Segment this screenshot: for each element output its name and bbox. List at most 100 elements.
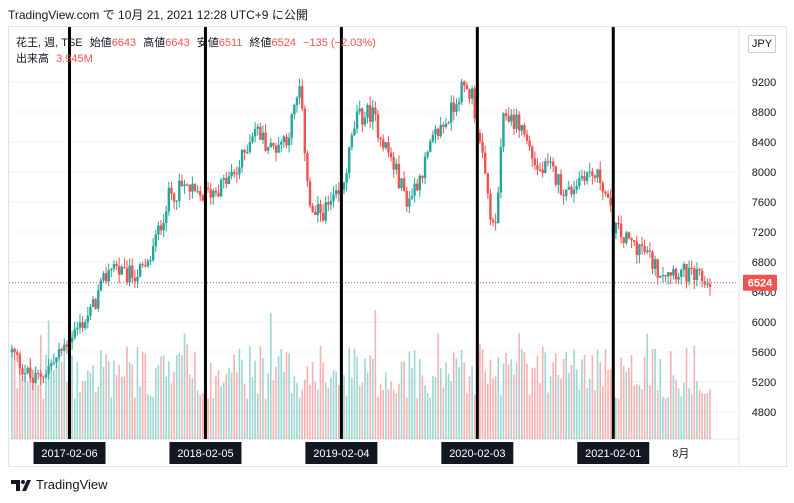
volume-bar bbox=[445, 362, 447, 439]
legend-open-label: 始値 bbox=[89, 37, 112, 49]
candle-body bbox=[638, 244, 641, 255]
volume-bar bbox=[568, 372, 570, 439]
candle-body bbox=[643, 245, 646, 253]
candle-body bbox=[217, 192, 220, 197]
volume-bar bbox=[47, 320, 50, 439]
candle-body bbox=[277, 144, 280, 153]
candle-body bbox=[272, 142, 275, 146]
candle-body bbox=[578, 178, 581, 187]
volume-bar bbox=[641, 389, 643, 439]
volume-bar bbox=[230, 372, 233, 439]
volume-bar bbox=[615, 397, 617, 439]
candle-body bbox=[172, 193, 176, 202]
candle-body bbox=[402, 178, 406, 191]
currency-button[interactable]: JPY bbox=[748, 35, 776, 53]
legend-high-label: 高値 bbox=[143, 37, 166, 49]
candle-body bbox=[102, 273, 105, 281]
candle-body bbox=[209, 189, 212, 198]
volume-bar bbox=[84, 380, 86, 439]
candle-body bbox=[42, 376, 45, 378]
volume-bar bbox=[63, 347, 66, 439]
chart-frame bbox=[8, 26, 787, 467]
candle-body bbox=[606, 193, 610, 198]
candle-body bbox=[348, 147, 351, 174]
candle-body bbox=[321, 212, 325, 221]
volume-bar bbox=[565, 351, 568, 439]
volume-bar bbox=[371, 358, 374, 439]
candle-body bbox=[648, 250, 652, 252]
volume-bar bbox=[107, 360, 110, 439]
candle-body bbox=[698, 269, 701, 271]
volume-bar bbox=[374, 309, 377, 439]
volume-bar bbox=[296, 383, 298, 439]
volume-bar bbox=[588, 378, 591, 439]
candle-body bbox=[36, 373, 40, 375]
volume-bar bbox=[484, 371, 486, 439]
candle-body bbox=[434, 128, 437, 135]
candle-body bbox=[672, 268, 675, 276]
volume-bar bbox=[314, 382, 317, 439]
volume-bar bbox=[275, 366, 277, 439]
x-tick-label: 2019-02-04 bbox=[313, 448, 369, 460]
candle-body bbox=[146, 260, 150, 267]
volume-bar bbox=[432, 375, 434, 439]
volume-bar bbox=[390, 381, 392, 439]
candle-body bbox=[583, 176, 586, 181]
volume-bar bbox=[246, 398, 249, 439]
x-label-box bbox=[169, 442, 242, 464]
candle-body bbox=[442, 124, 445, 127]
volume-bar bbox=[123, 376, 126, 439]
volume-bar bbox=[377, 396, 379, 439]
volume-bar bbox=[528, 394, 531, 439]
candle-body bbox=[405, 190, 408, 207]
candle-body bbox=[91, 299, 95, 307]
candle-body bbox=[120, 266, 123, 275]
volume-bar bbox=[45, 354, 47, 439]
candle-body bbox=[570, 186, 573, 195]
volume-bar bbox=[222, 382, 225, 439]
volume-bar bbox=[178, 353, 181, 439]
volume-bar bbox=[139, 386, 141, 439]
volume-bar bbox=[400, 361, 403, 439]
volume-bar bbox=[332, 370, 335, 439]
candle-body bbox=[666, 272, 670, 277]
candle-body bbox=[687, 267, 691, 282]
x-tick-label: 8月 bbox=[672, 448, 689, 460]
volume-bar bbox=[105, 353, 107, 439]
candle-body bbox=[640, 244, 644, 246]
volume-bar bbox=[458, 367, 460, 439]
volume-bar bbox=[675, 379, 677, 439]
volume-bar bbox=[439, 368, 442, 439]
volume-bar bbox=[220, 386, 222, 439]
candle-body bbox=[376, 114, 380, 138]
candle-body bbox=[29, 367, 32, 378]
candle-body bbox=[227, 176, 231, 185]
volume-bar bbox=[19, 351, 21, 439]
candle-body bbox=[165, 211, 168, 224]
volume-bar bbox=[118, 365, 120, 439]
volume-bar bbox=[523, 352, 526, 439]
volume-bar bbox=[426, 392, 429, 439]
volume-bar bbox=[450, 381, 452, 439]
volume-bar bbox=[424, 385, 426, 439]
candle-body bbox=[57, 349, 61, 358]
candle-body bbox=[123, 266, 126, 269]
candle-body bbox=[65, 344, 69, 347]
candle-body bbox=[350, 135, 354, 148]
candle-body bbox=[157, 225, 160, 235]
candle-body bbox=[588, 171, 591, 173]
volume-bar bbox=[309, 384, 311, 439]
candle-body bbox=[99, 280, 103, 291]
volume-bar bbox=[225, 374, 228, 439]
candle-body bbox=[439, 124, 442, 136]
volume-bar bbox=[120, 376, 123, 439]
volume-bar bbox=[207, 398, 209, 439]
candle-body bbox=[664, 275, 667, 277]
volume-bar bbox=[97, 386, 100, 439]
candle-body bbox=[525, 134, 529, 141]
candle-body bbox=[115, 264, 118, 266]
volume-bar bbox=[466, 392, 468, 439]
candle-body bbox=[389, 152, 393, 158]
candle-body bbox=[669, 272, 672, 276]
